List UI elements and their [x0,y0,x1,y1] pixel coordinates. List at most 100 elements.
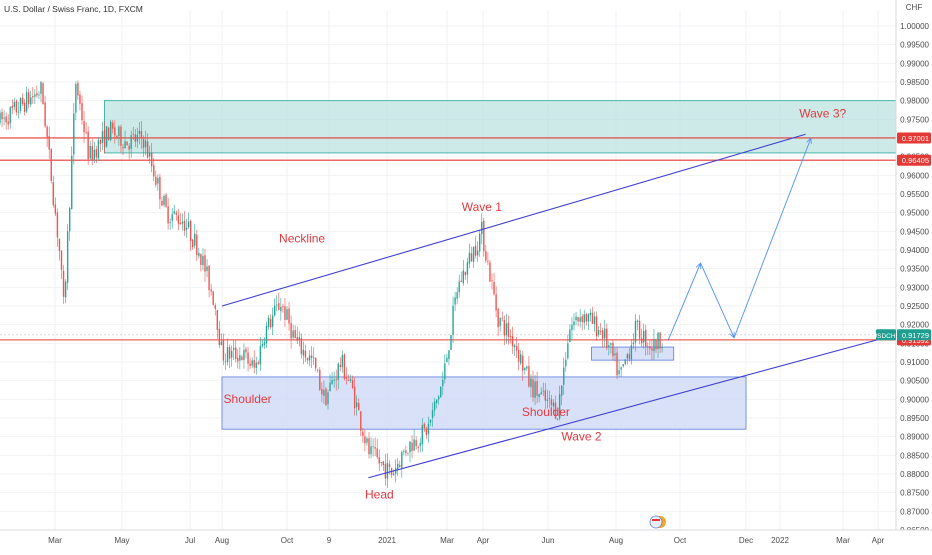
candle-body [591,312,594,324]
annotation-shoulder: Shoulder [224,392,272,406]
candle-body [155,176,157,185]
candle-body [378,457,380,464]
candle-body [489,262,491,282]
y-tick-label: 0.88500 [900,451,929,460]
candle-body [187,221,190,228]
x-tick-label: Apr [872,536,885,545]
candle-body [503,319,505,336]
candle-body [462,270,464,284]
candle-body [630,345,633,360]
candle-body [198,252,200,257]
candle-body [235,347,237,360]
candle-body [593,316,596,325]
annotation-wave-1: Wave 1 [462,200,503,214]
price-levels [0,137,896,341]
y-tick-label: 0.94000 [900,246,929,255]
candle-body [91,146,93,160]
candle-body [228,347,231,359]
candle-body [532,379,534,398]
candle-body [401,452,403,468]
zone-consolidation [591,346,675,361]
candle-body [288,308,290,324]
candle-body [573,321,575,326]
projection-segment [733,138,811,338]
candle-body [540,392,542,395]
candle-body [46,126,48,138]
candle-body [267,317,270,328]
candle-body [493,282,495,295]
candle-body [583,314,585,323]
candle-body [647,346,649,347]
candle-body [599,331,602,332]
candle-body [218,328,221,345]
y-tick-label: 0.99000 [900,59,929,68]
candle-body [474,245,477,256]
annotation-wave-2: Wave 2 [561,429,602,443]
candle-body [151,152,153,167]
candle-body [337,363,339,380]
candle-body [245,348,247,353]
candle-body [138,130,141,134]
candle-body [431,410,434,419]
candle-body [60,250,63,270]
candle-body [71,155,73,210]
candle-body [321,388,323,395]
candle-body [87,131,89,160]
candle-body [148,152,151,157]
candle-body [364,436,366,444]
candle-body [438,396,440,400]
candle-body [628,353,631,359]
candle-body [456,292,458,299]
candle-body [487,260,489,262]
level-badge [897,154,931,166]
candle-body [15,100,18,113]
candle-body [634,320,637,343]
candle-body [440,386,442,398]
candle-body [112,122,114,129]
candle-body [249,363,251,367]
candle-body [333,379,335,381]
candle-body [368,438,370,455]
candle-body [327,392,329,404]
y-tick-label: 0.91000 [900,358,929,367]
candle-body [40,82,42,94]
candle-body [546,399,549,402]
candle-body [73,113,75,155]
candle-body [577,317,579,322]
candle-body [75,84,77,113]
candle-body [169,222,171,223]
candle-body [643,330,645,343]
candle-body [261,343,264,347]
candle-body [239,355,241,361]
projection-segment [668,263,700,340]
candle-body [323,390,325,396]
candle-body [380,462,382,463]
candle-body [571,324,573,331]
candle-body [17,111,20,113]
candle-body [130,135,132,149]
candle-body [423,423,426,429]
annotation-neckline: Neckline [279,232,325,246]
candle-body [620,367,622,370]
candle-body [126,141,128,146]
zone-demand [221,376,747,430]
x-tick-label: 2022 [771,536,789,545]
candle-body [30,97,32,105]
candle-body [624,359,626,364]
flag-icon[interactable] [649,515,663,529]
candle-body [290,322,292,339]
candle-body [114,127,116,136]
candle-body [353,386,356,409]
candle-body [58,238,61,251]
candle-body [360,411,362,431]
candle-body [66,231,69,283]
annotation-shoulder: Shoulder [522,405,570,419]
candle-body [175,212,177,215]
candle-body [200,254,202,265]
y-tick-label: 0.90500 [900,377,929,386]
y-tick-label: 0.92500 [900,302,929,311]
candle-body [419,442,421,446]
y-tick-label: 0.93500 [900,265,929,274]
candle-body [89,145,91,159]
